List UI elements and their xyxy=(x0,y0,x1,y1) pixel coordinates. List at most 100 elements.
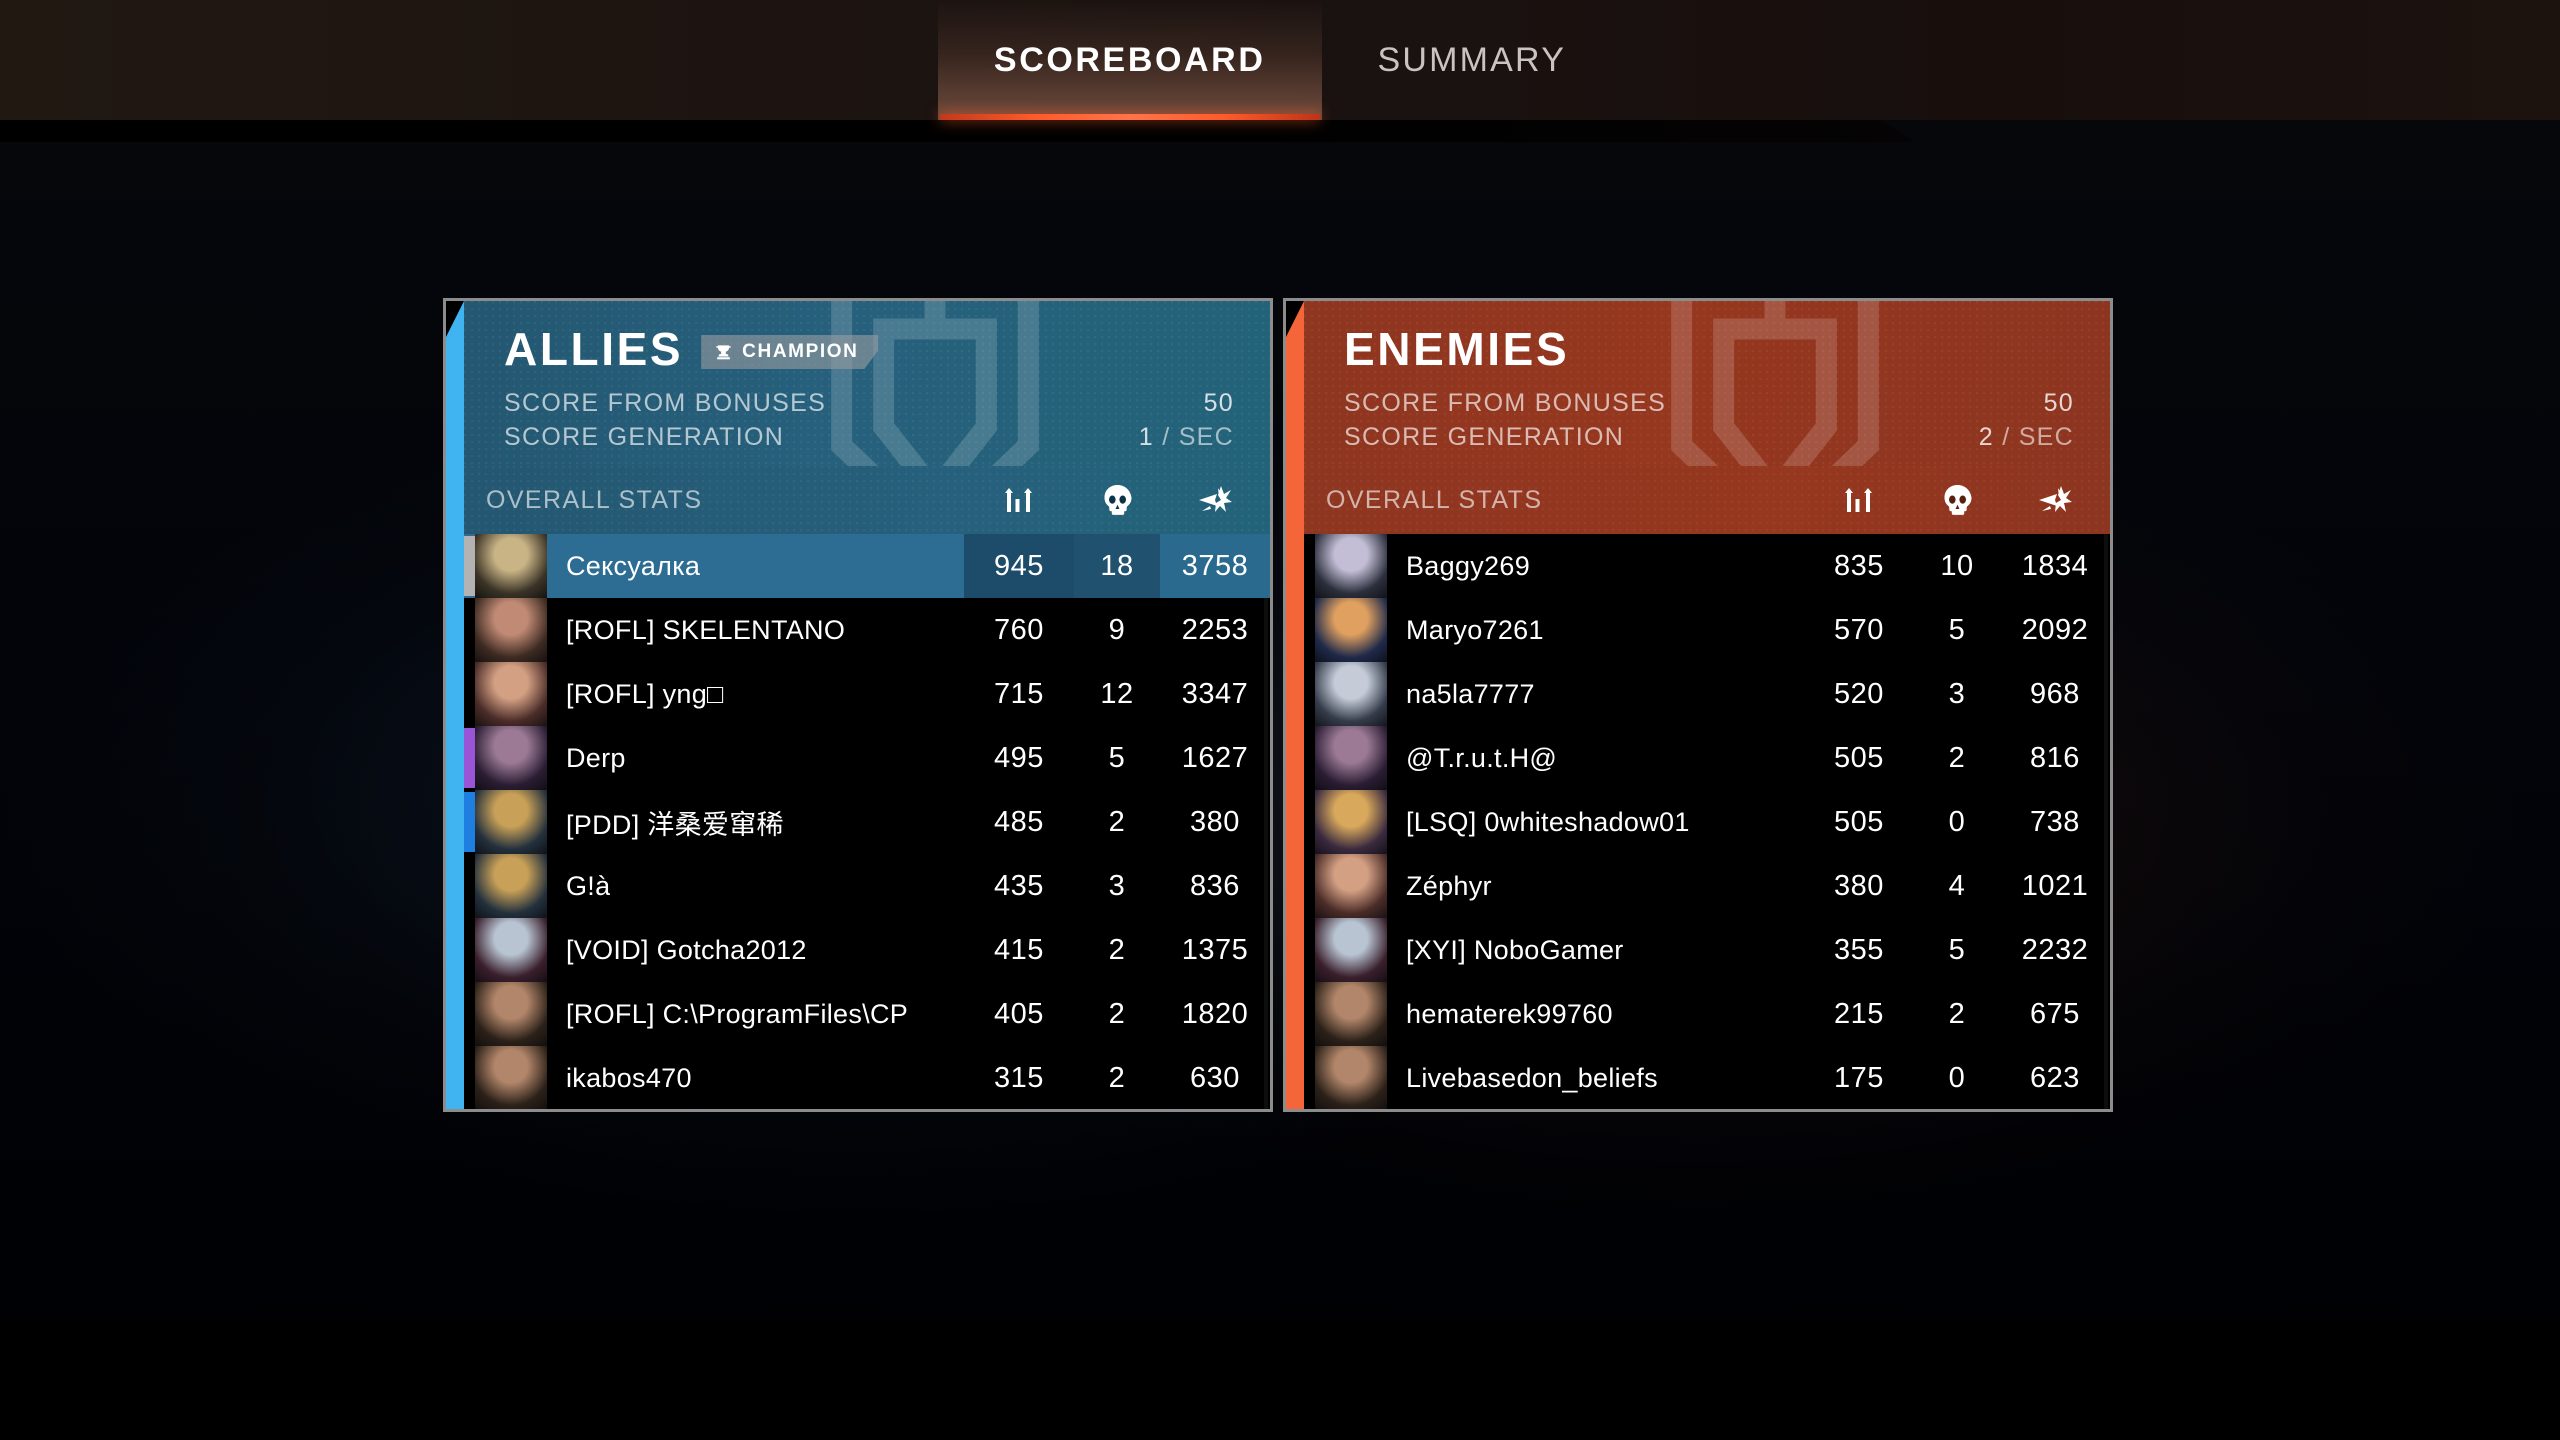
table-row[interactable]: [LSQ] 0whiteshadow01 505 0 738 xyxy=(1304,790,2110,854)
squad-color-bar xyxy=(464,728,475,788)
tab-summary-label: SUMMARY xyxy=(1377,40,1567,79)
allies-panel-header: ALLIES CHAMPION xyxy=(464,301,1270,483)
legend-portrait xyxy=(475,598,547,662)
player-score: 760 xyxy=(994,613,1044,646)
allies-generation-row: SCORE GENERATION 1 / SEC xyxy=(504,423,1234,452)
player-damage: 2232 xyxy=(2021,933,2089,966)
player-score: 215 xyxy=(1834,997,1884,1030)
table-row[interactable]: hematerek99760 215 2 675 xyxy=(1304,982,2110,1046)
table-row[interactable]: Livebasedon_beliefs 175 0 623 xyxy=(1304,1046,2110,1109)
enemies-scroll-indicator[interactable] xyxy=(2104,534,2108,1109)
legend-portrait xyxy=(475,982,547,1046)
bar-chart-icon[interactable] xyxy=(964,484,1074,516)
player-damage: 380 xyxy=(1190,805,1240,838)
enemies-panel-header: ENEMIES SCORE FROM BONUSES 50 SCORE GENE… xyxy=(1304,301,2110,483)
player-damage: 1834 xyxy=(2021,549,2089,582)
skull-icon[interactable] xyxy=(1074,484,1160,516)
enemies-title-group: ENEMIES xyxy=(1344,326,1569,372)
player-damage: 3758 xyxy=(1160,534,1270,598)
avatar xyxy=(1315,854,1387,918)
legend-portrait xyxy=(1315,662,1387,726)
table-row[interactable]: [ROFL] yng□ 715 12 3347 xyxy=(464,662,1270,726)
table-row[interactable]: Сексуалка 945 18 3758 xyxy=(464,534,1270,598)
player-damage: 3347 xyxy=(1181,677,1249,710)
player-name: @T.r.u.t.H@ xyxy=(1406,742,1558,773)
avatar xyxy=(1315,1046,1387,1109)
enemies-generation-value: 2 / SEC xyxy=(1978,423,2074,451)
player-stats: 570 5 2092 xyxy=(1804,598,2110,662)
avatar xyxy=(1315,662,1387,726)
player-score: 435 xyxy=(994,869,1044,902)
table-row[interactable]: Baggy269 835 10 1834 xyxy=(1304,534,2110,598)
player-score: 570 xyxy=(1834,613,1884,646)
player-name: Maryo7261 xyxy=(1406,614,1544,645)
player-score: 175 xyxy=(1834,1061,1884,1094)
tab-scoreboard[interactable]: SCOREBOARD xyxy=(937,0,1322,120)
table-row[interactable]: Zéphyr 380 4 1021 xyxy=(1304,854,2110,918)
avatar xyxy=(475,662,547,726)
avatar xyxy=(475,982,547,1046)
tab-summary[interactable]: SUMMARY xyxy=(1322,0,1623,120)
player-score: 505 xyxy=(1834,741,1884,774)
table-row[interactable]: [ROFL] C:\ProgramFiles\CP 405 2 1820 xyxy=(464,982,1270,1046)
avatar xyxy=(1315,534,1387,598)
champion-badge-label: CHAMPION xyxy=(742,341,859,362)
allies-scroll-indicator[interactable] xyxy=(1264,534,1268,1109)
player-score: 355 xyxy=(1834,933,1884,966)
player-score: 485 xyxy=(994,805,1044,838)
table-row[interactable]: G!à 435 3 836 xyxy=(464,854,1270,918)
player-damage: 1627 xyxy=(1181,741,1249,774)
table-row[interactable]: @T.r.u.t.H@ 505 2 816 xyxy=(1304,726,2110,790)
legend-portrait xyxy=(1315,1046,1387,1109)
table-row[interactable]: na5la7777 520 3 968 xyxy=(1304,662,2110,726)
table-row[interactable]: Maryo7261 570 5 2092 xyxy=(1304,598,2110,662)
enemies-bonus-row: SCORE FROM BONUSES 50 xyxy=(1344,389,2074,418)
player-kills: 2 xyxy=(1108,933,1126,966)
table-row[interactable]: [ROFL] SKELENTANO 760 9 2253 xyxy=(464,598,1270,662)
avatar xyxy=(475,918,547,982)
damage-burst-icon[interactable] xyxy=(1160,484,1270,516)
enemies-panel: ENEMIES SCORE FROM BONUSES 50 SCORE GENE… xyxy=(1283,298,2113,1112)
player-name: Baggy269 xyxy=(1406,550,1531,581)
player-score: 380 xyxy=(1834,869,1884,902)
allies-panel: ALLIES CHAMPION xyxy=(443,298,1273,1112)
player-damage: 1820 xyxy=(1181,997,1249,1030)
player-kills: 5 xyxy=(1948,613,1966,646)
table-row[interactable]: [XYI] NoboGamer 355 5 2232 xyxy=(1304,918,2110,982)
player-score: 835 xyxy=(1834,549,1884,582)
table-row[interactable]: [PDD] 洋桑爱窜稀 485 2 380 xyxy=(464,790,1270,854)
allies-stat-icon-group xyxy=(964,484,1270,516)
avatar xyxy=(475,854,547,918)
player-name: hematerek99760 xyxy=(1406,998,1613,1029)
player-damage: 675 xyxy=(2030,997,2080,1030)
table-row[interactable]: [VOID] Gotcha2012 415 2 1375 xyxy=(464,918,1270,982)
player-name: G!à xyxy=(566,870,611,901)
bar-chart-icon[interactable] xyxy=(1804,484,1914,516)
player-damage: 968 xyxy=(2030,677,2080,710)
legend-portrait xyxy=(475,726,547,790)
player-kills: 9 xyxy=(1108,613,1126,646)
player-damage: 816 xyxy=(2030,741,2080,774)
legend-portrait xyxy=(475,534,547,598)
player-name: [XYI] NoboGamer xyxy=(1406,934,1624,965)
damage-burst-icon[interactable] xyxy=(2000,484,2110,516)
player-kills: 0 xyxy=(1948,805,1966,838)
player-kills: 2 xyxy=(1108,1061,1126,1094)
skull-icon[interactable] xyxy=(1914,484,2000,516)
player-name: [VOID] Gotcha2012 xyxy=(566,934,807,965)
player-kills: 18 xyxy=(1074,534,1160,598)
player-score: 405 xyxy=(994,997,1044,1030)
squad-color-bar xyxy=(464,792,475,852)
table-row[interactable]: Derp 495 5 1627 xyxy=(464,726,1270,790)
player-kills: 0 xyxy=(1948,1061,1966,1094)
player-name: [PDD] 洋桑爱窜稀 xyxy=(566,809,784,840)
player-kills: 5 xyxy=(1108,741,1126,774)
table-row[interactable]: ikabos470 315 2 630 xyxy=(464,1046,1270,1109)
player-name: Zéphyr xyxy=(1406,870,1492,901)
player-stats: 495 5 1627 xyxy=(964,726,1270,790)
champion-badge: CHAMPION xyxy=(701,335,878,369)
allies-generation-label: SCORE GENERATION xyxy=(504,423,785,451)
player-kills: 2 xyxy=(1108,997,1126,1030)
player-name: Сексуалка xyxy=(566,550,701,581)
